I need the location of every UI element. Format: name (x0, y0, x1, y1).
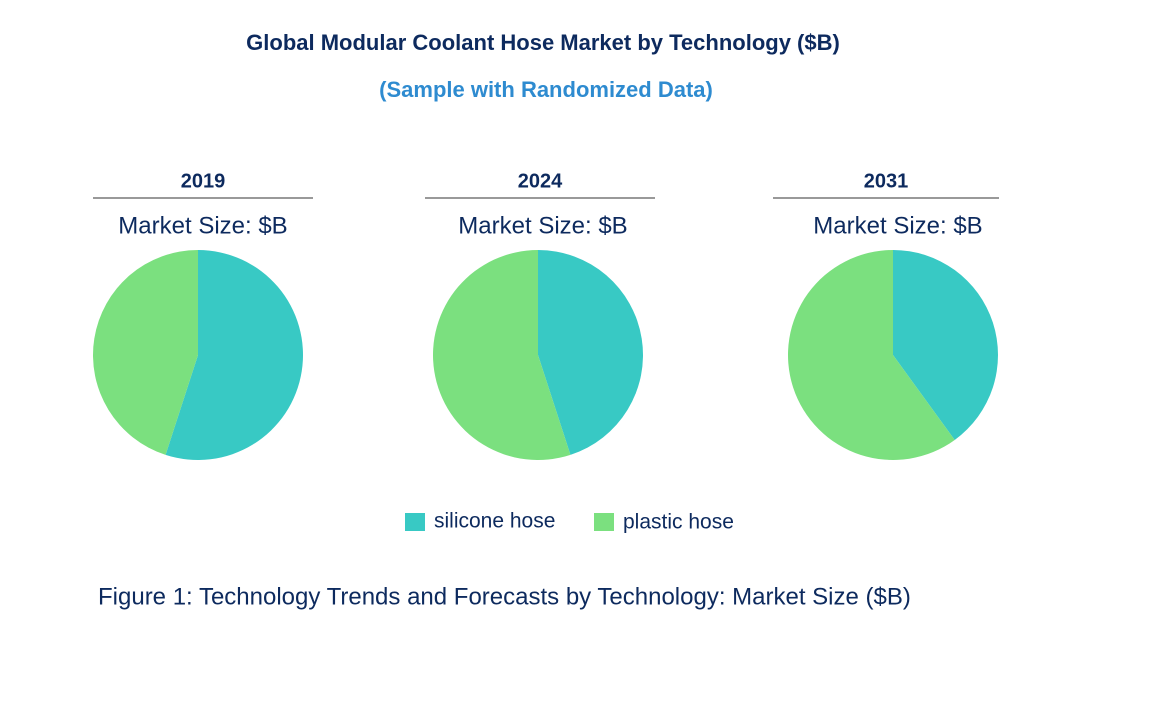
pie-subtitle: Market Size: $B (813, 212, 982, 239)
legend-swatch (405, 513, 425, 531)
pie-title: 2024 (518, 170, 563, 192)
pie-slice (93, 250, 198, 455)
pie-slice (165, 250, 304, 460)
pie-slice (893, 250, 998, 440)
pie-subtitle: Market Size: $B (458, 212, 627, 239)
pie-subtitle: Market Size: $B (118, 212, 287, 239)
pie-slice (433, 250, 571, 460)
pie-title: 2031 (864, 170, 909, 192)
pie-slice (788, 250, 955, 460)
caption: Figure 1: Technology Trends and Forecast… (98, 583, 911, 610)
legend-swatch (594, 513, 614, 531)
title: Global Modular Coolant Hose Market by Te… (246, 30, 840, 55)
legend-label: plastic hose (623, 511, 734, 534)
legend-label: silicone hose (434, 510, 555, 533)
pie-slice (538, 250, 644, 455)
subtitle: (Sample with Randomized Data) (379, 77, 713, 102)
pie-title: 2019 (181, 170, 226, 192)
